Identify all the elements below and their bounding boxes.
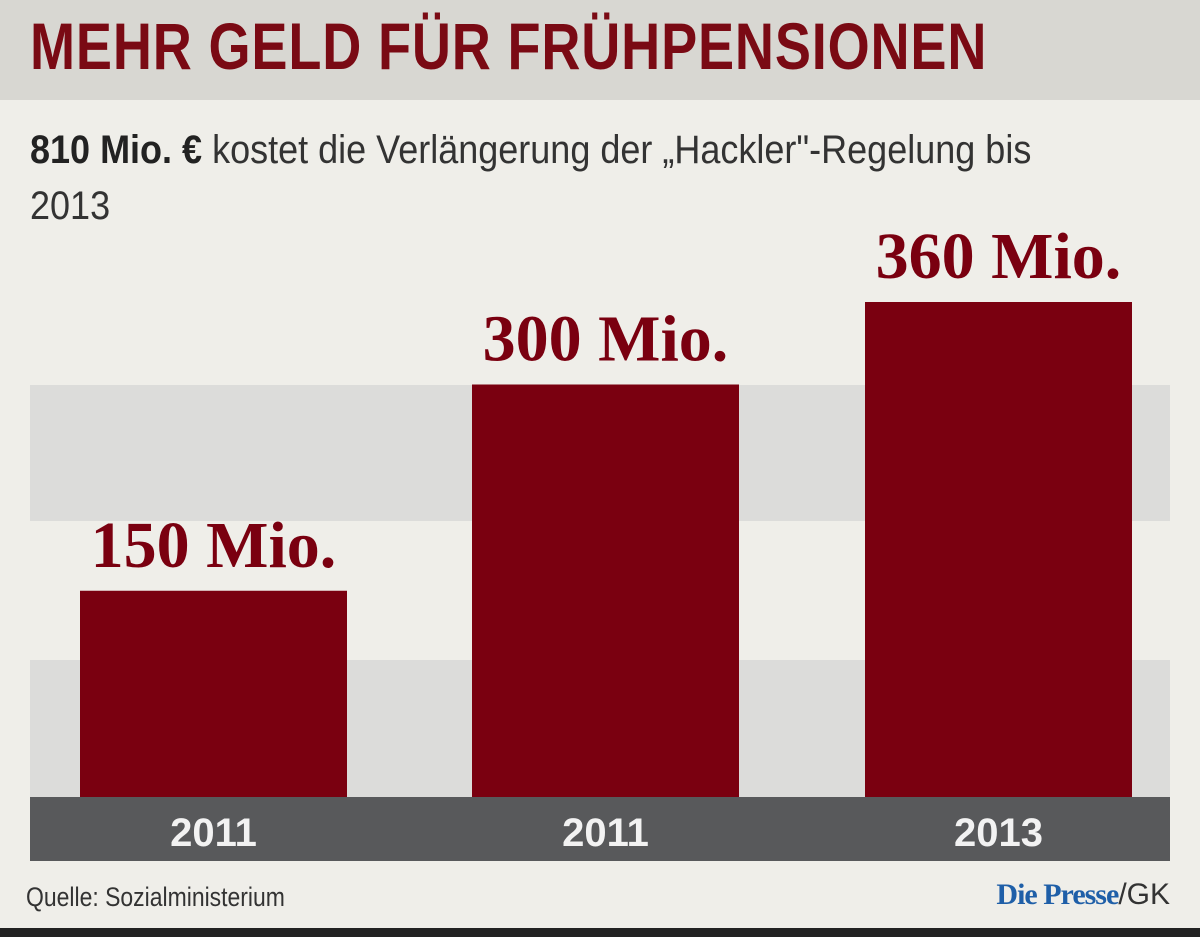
chart-subtitle: 810 Mio. € kostet die Verlängerung der „… [30, 122, 1065, 234]
value-label: 150 Mio. [91, 509, 337, 582]
x-tick-label: 2013 [954, 811, 1043, 855]
subtitle-text: kostet die Verlängerung der „Hackler"-Re… [30, 128, 1032, 228]
source-note: Quelle: Sozialministerium [26, 882, 285, 912]
x-tick-label: 2011 [562, 811, 649, 855]
x-tick-label: 2011 [170, 811, 257, 855]
value-label: 360 Mio. [876, 220, 1122, 293]
bar-0 [80, 590, 347, 797]
chart-title: MEHR GELD FÜR FRÜHPENSIONEN [30, 9, 988, 83]
subtitle-total: 810 Mio. € [30, 128, 203, 172]
bottom-strip [0, 928, 1200, 937]
bar-1 [472, 384, 739, 797]
bar-2 [865, 302, 1132, 797]
credit-suffix: /GK [1118, 878, 1170, 911]
title-band: MEHR GELD FÜR FRÜHPENSIONEN [0, 0, 1200, 100]
die-presse-logo: Die Presse [996, 878, 1119, 911]
value-label: 300 Mio. [483, 303, 729, 376]
credit: Die Presse/GK [996, 878, 1170, 912]
x-axis-bar [30, 797, 1170, 861]
